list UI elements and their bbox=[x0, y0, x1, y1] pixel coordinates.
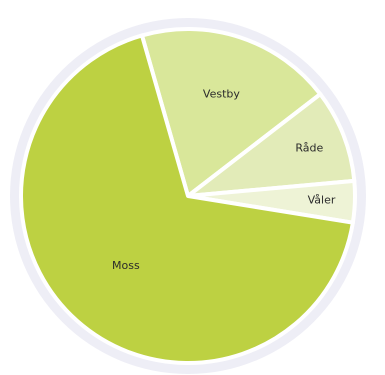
slice-label-moss: Moss bbox=[112, 259, 140, 272]
pie-labels: Vestby Råde Våler Moss bbox=[112, 88, 336, 272]
slice-label-råde: Råde bbox=[295, 142, 323, 155]
pie-slices bbox=[19, 27, 357, 365]
slice-label-vestby: Vestby bbox=[203, 88, 240, 101]
slice-label-våler: Våler bbox=[308, 194, 336, 207]
pie-slice-moss bbox=[19, 33, 355, 365]
pie-slice-vestby bbox=[139, 27, 323, 198]
